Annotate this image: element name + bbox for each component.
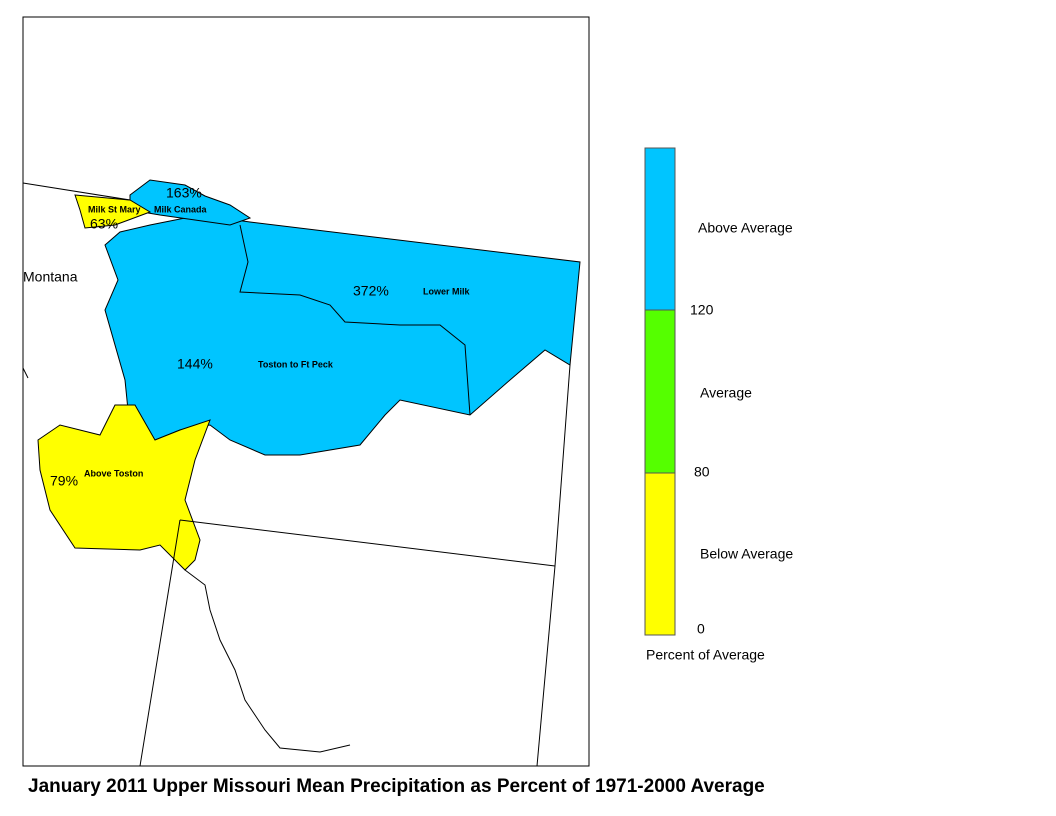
region-name: Toston to Ft Peck <box>258 359 334 369</box>
region-name: Milk Canada <box>154 204 208 214</box>
state-line <box>22 182 131 201</box>
state-line <box>179 519 556 567</box>
legend-label: Above Average <box>698 220 793 236</box>
legend-break: 120 <box>690 302 714 318</box>
legend-break: 80 <box>694 464 710 480</box>
legend-swatch <box>644 147 676 311</box>
region-name: Above Toston <box>84 468 143 478</box>
state-line <box>22 367 29 379</box>
state-label: Montana <box>23 269 78 285</box>
region-value: 372% <box>353 283 389 299</box>
legend-break: 0 <box>697 621 705 637</box>
region-name: Milk St Mary <box>88 204 141 214</box>
basin-boundary <box>239 224 471 416</box>
legend-title: Percent of Average <box>646 647 765 663</box>
river <box>184 569 351 753</box>
legend-label: Average <box>700 385 752 401</box>
legend-swatch <box>644 309 676 474</box>
legend-swatch <box>644 472 676 636</box>
title: January 2011 Upper Missouri Mean Precipi… <box>28 776 765 797</box>
region-value: 163% <box>166 185 202 201</box>
region-value: 144% <box>177 356 213 372</box>
legend-label: Below Average <box>700 546 793 562</box>
state-line <box>139 519 181 767</box>
region <box>37 404 211 571</box>
region-name: Lower Milk <box>423 286 471 296</box>
region-value: 79% <box>50 473 78 489</box>
region-value: 63% <box>90 216 118 232</box>
